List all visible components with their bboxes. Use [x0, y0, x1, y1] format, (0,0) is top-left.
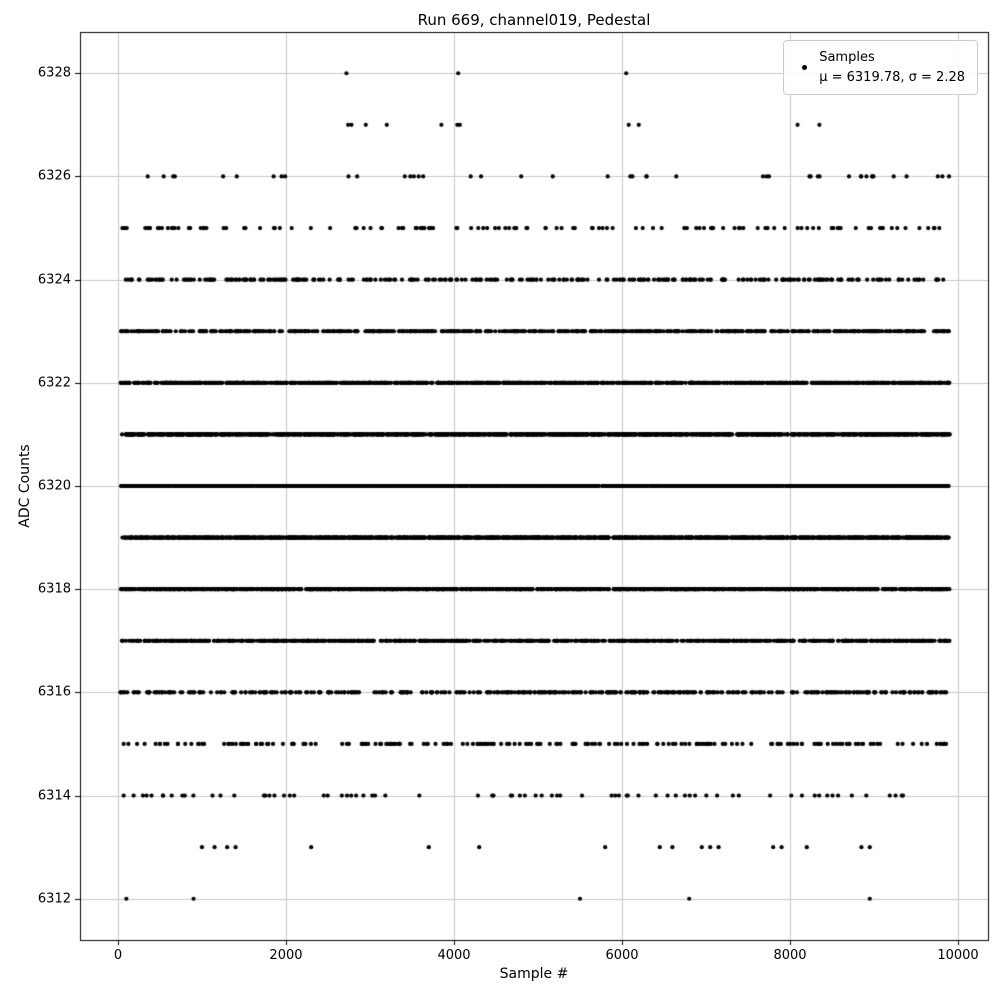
x-tick-label: 10000 [937, 948, 979, 963]
legend-series-label: Samples [819, 50, 875, 65]
y-tick-label: 6320 [37, 478, 71, 494]
y-axis-label: ADC Counts [17, 444, 33, 528]
y-tick-label: 6322 [37, 375, 71, 391]
x-tick-label: 6000 [605, 948, 639, 963]
y-tick-label: 6326 [37, 168, 71, 184]
y-tick-label: 6328 [37, 65, 71, 81]
x-tick-label: 4000 [437, 948, 471, 963]
legend: Samples μ = 6319.78, σ = 2.28 [783, 40, 978, 95]
x-tick-label: 8000 [773, 948, 807, 963]
scatter-marker-icon [802, 65, 808, 70]
y-tick-label: 6312 [37, 891, 71, 907]
legend-text: Samples μ = 6319.78, σ = 2.28 [819, 48, 965, 87]
x-tick-label: 0 [113, 948, 123, 963]
chart-title: Run 669, channel019, Pedestal [417, 11, 651, 29]
x-tick-label: 2000 [269, 948, 303, 963]
x-axis-label: Sample # [499, 966, 569, 982]
y-tick-label: 6316 [37, 684, 71, 700]
legend-stats-label: μ = 6319.78, σ = 2.28 [819, 69, 965, 85]
y-tick-label: 6324 [37, 272, 71, 288]
y-tick-label: 6314 [37, 788, 71, 804]
y-tick-label: 6318 [37, 581, 71, 597]
